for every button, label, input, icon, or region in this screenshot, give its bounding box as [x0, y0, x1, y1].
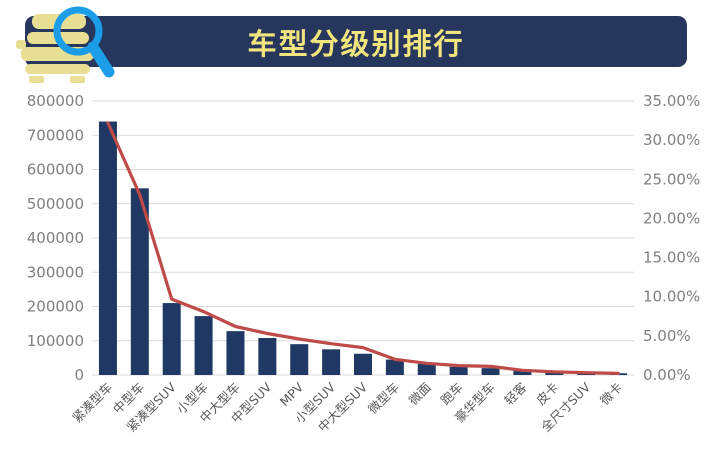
x-axis-label: 微卡	[597, 380, 625, 408]
title-banner: 车型分级别排行	[25, 16, 687, 67]
pct-axis-label: 5.00%	[643, 327, 691, 345]
y-axis-label: 500000	[27, 195, 84, 213]
bar	[194, 316, 213, 375]
bar	[130, 188, 149, 375]
pct-axis-label: 20.00%	[643, 209, 700, 227]
x-axis-label: 轻客	[501, 379, 530, 408]
pct-axis-label: 30.00%	[643, 131, 700, 149]
y-axis-label: 600000	[27, 161, 84, 179]
bar	[449, 366, 468, 375]
car-icon	[16, 14, 94, 83]
bar	[481, 368, 500, 375]
car-search-icon	[16, 6, 115, 83]
bar	[385, 359, 404, 375]
x-axis-label: 微型车	[365, 380, 402, 417]
combo-chart: 800000 700000 600000 500000 400000 300000 2000…	[27, 92, 700, 435]
y-axis-label: 300000	[27, 263, 84, 281]
bar	[162, 303, 181, 375]
share-line	[106, 121, 620, 375]
bar	[322, 349, 341, 375]
bar	[98, 121, 117, 375]
bar	[226, 331, 245, 375]
pct-axis-label: 15.00%	[643, 249, 700, 267]
magnifier-icon	[53, 6, 115, 78]
y-axis-label: 0	[74, 366, 84, 384]
bar	[354, 353, 372, 375]
y-axis-label: 800000	[27, 92, 84, 110]
pct-axis-label: 0.00%	[643, 366, 691, 384]
pct-axis-label: 35.00%	[643, 92, 700, 110]
bar	[290, 344, 309, 375]
y-axis-label: 400000	[27, 229, 84, 247]
y-axis-label: 100000	[27, 332, 84, 350]
pct-axis-label: 25.00%	[643, 170, 700, 188]
x-axis-label: 跑车	[437, 380, 465, 408]
y-axis-label: 700000	[27, 126, 84, 144]
bar	[258, 338, 277, 375]
bar	[513, 370, 532, 375]
pct-axis-label: 10.00%	[643, 288, 700, 306]
x-axis-label: 紧凑型车	[69, 380, 115, 426]
y-axis-label: 200000	[27, 298, 84, 316]
x-axis-label: 微面	[406, 380, 434, 408]
x-axis-label: 皮卡	[533, 380, 561, 408]
bar	[417, 364, 436, 375]
page-title: 车型分级别排行	[247, 26, 465, 61]
